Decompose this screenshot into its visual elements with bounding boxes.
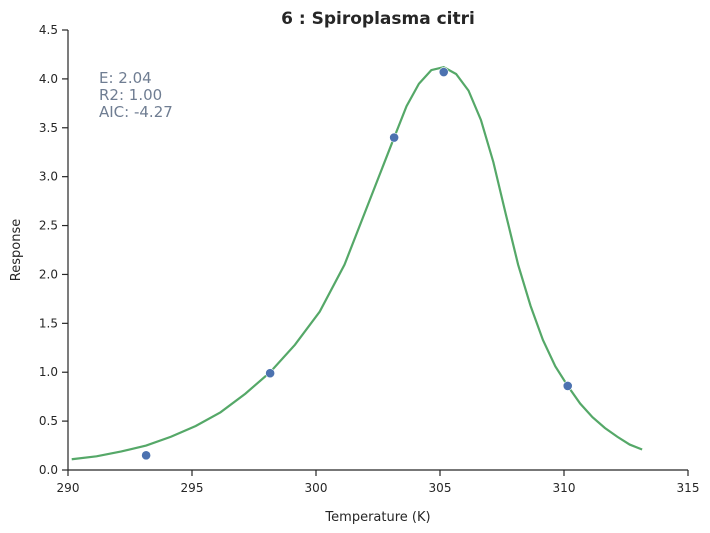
y-axis-label: Response (9, 219, 24, 281)
axes (67, 30, 688, 471)
y-ticks: 0.0 0.5 1.0 1.5 2.0 2.5 3.0 3.5 4.0 4.5 (39, 23, 68, 477)
y-tick-label: 3.0 (39, 170, 58, 184)
data-point (265, 368, 276, 379)
annotation-line: E: 2.04 (99, 69, 152, 87)
annotation-line: AIC: -4.27 (99, 103, 173, 121)
y-tick-label: 2.5 (39, 219, 58, 233)
chart-title: 6 : Spiroplasma citri (281, 9, 475, 29)
y-tick-label: 2.0 (39, 267, 58, 281)
y-tick-label: 1.5 (39, 316, 58, 330)
data-point (141, 450, 152, 461)
y-tick-label: 4.0 (39, 72, 58, 86)
x-tick-label: 310 (553, 481, 576, 495)
data-point (438, 67, 449, 77)
x-tick-label: 315 (677, 481, 700, 495)
x-tick-label: 305 (429, 481, 452, 495)
x-tick-label: 290 (57, 481, 80, 495)
data-point (562, 381, 573, 391)
x-tick-label: 300 (305, 481, 328, 495)
data-point (389, 132, 400, 143)
y-tick-label: 4.5 (39, 23, 58, 37)
annotation-line: R2: 1.00 (99, 86, 162, 104)
data-points (141, 67, 573, 461)
x-ticks: 290 295 300 305 310 315 (57, 470, 700, 495)
x-tick-label: 295 (181, 481, 204, 495)
fit-curve (71, 65, 643, 461)
y-tick-label: 0.0 (39, 463, 58, 477)
y-tick-label: 3.5 (39, 121, 58, 135)
x-axis-label: Temperature (K) (324, 510, 430, 525)
y-tick-label: 0.5 (39, 414, 58, 428)
y-tick-label: 1.0 (39, 365, 58, 379)
